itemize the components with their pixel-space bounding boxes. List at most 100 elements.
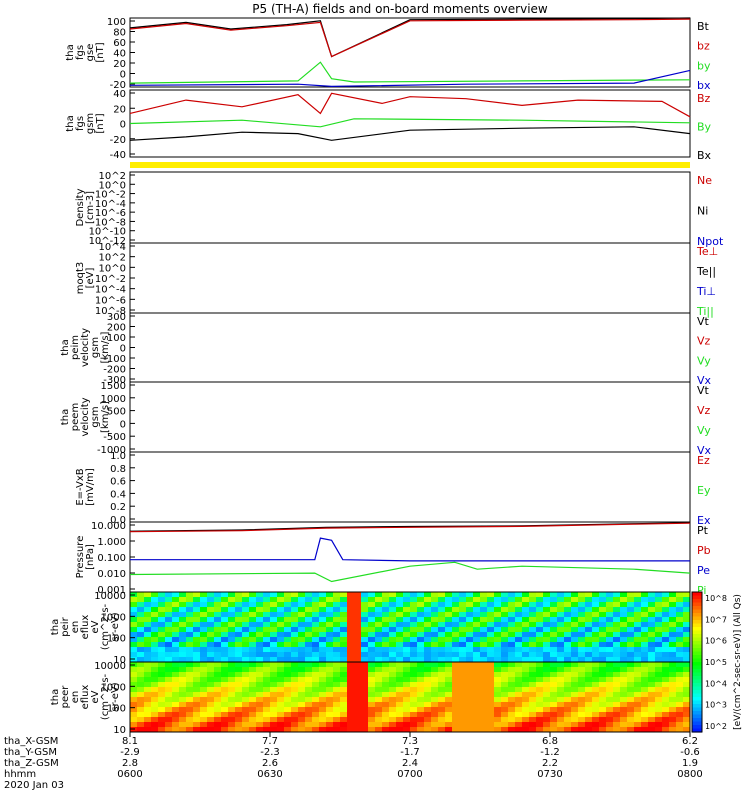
heatmap-cell (263, 712, 271, 718)
heatmap-cell (193, 627, 201, 633)
heatmap-cell (543, 597, 551, 603)
heatmap-cell (606, 622, 614, 628)
heatmap-cell (221, 637, 229, 643)
heatmap-cell (396, 677, 404, 683)
heatmap-cell (347, 667, 355, 673)
heatmap-cell (354, 632, 362, 638)
heatmap-cell (550, 712, 558, 718)
heatmap-cell (179, 637, 187, 643)
heatmap-cell (214, 622, 222, 628)
heatmap-cell (417, 627, 425, 633)
heatmap-cell (368, 677, 376, 683)
heatmap-cell (606, 667, 614, 673)
heatmap-cell (522, 612, 530, 618)
heatmap-cell (676, 592, 684, 598)
footer-value: 0600 (117, 769, 142, 780)
heatmap-cell (662, 677, 670, 683)
heatmap-cell (305, 717, 313, 723)
heatmap-cell (403, 632, 411, 638)
panel-6: 3002001000-100-200-300tha peim velocity gsm… (60, 312, 712, 387)
heatmap-cell (620, 642, 628, 648)
heatmap-cell (522, 647, 530, 653)
colorbar-tick-label: 10^4 (705, 679, 727, 688)
heatmap-cell (466, 592, 474, 598)
heatmap-cell (382, 637, 390, 643)
heatmap-cell (487, 662, 495, 668)
heatmap-cell (662, 607, 670, 613)
heatmap-cell (179, 667, 187, 673)
heatmap-cell (655, 702, 663, 708)
heatmap-cell (172, 652, 180, 658)
legend-Vt: Vt (697, 384, 710, 397)
heatmap-cell (501, 607, 509, 613)
heatmap-cell (431, 632, 439, 638)
heatmap-cell (424, 632, 432, 638)
heatmap-cell (620, 662, 628, 668)
heatmap-cell (354, 722, 362, 728)
heatmap-cell (662, 692, 670, 698)
heatmap-cell (424, 682, 432, 688)
heatmap-cell (214, 702, 222, 708)
heatmap-cell (375, 687, 383, 693)
heatmap-cell (445, 597, 453, 603)
y-tick-label: 10^0 (99, 263, 126, 274)
heatmap-cell (445, 602, 453, 608)
heatmap-cell (648, 677, 656, 683)
heatmap-cell (431, 647, 439, 653)
heatmap-cell (298, 647, 306, 653)
heatmap-cell (641, 682, 649, 688)
heatmap-cell (242, 622, 250, 628)
heatmap-cell (669, 622, 677, 628)
heatmap-cell (151, 677, 159, 683)
heatmap-cell (613, 697, 621, 703)
heatmap-cell (438, 702, 446, 708)
heatmap-cell (305, 607, 313, 613)
heatmap-cell (165, 602, 173, 608)
heatmap-cell (256, 617, 264, 623)
heatmap-cell (326, 712, 334, 718)
heatmap-cell (536, 647, 544, 653)
heatmap-cell (326, 652, 334, 658)
heatmap-cell (186, 707, 194, 713)
colorbar-cell (692, 613, 702, 617)
heatmap-cell (494, 637, 502, 643)
heatmap-cell (445, 672, 453, 678)
heatmap-cell (263, 687, 271, 693)
heatmap-cell (284, 612, 292, 618)
heatmap-cell (249, 722, 257, 728)
heatmap-cell (501, 682, 509, 688)
heatmap-cell (578, 687, 586, 693)
heatmap-cell (389, 607, 397, 613)
heatmap-cell (354, 617, 362, 623)
heatmap-cell (655, 627, 663, 633)
heatmap-cell (613, 627, 621, 633)
heatmap-cell (487, 642, 495, 648)
heatmap-cell (270, 702, 278, 708)
heatmap-cell (298, 637, 306, 643)
heatmap-cell (508, 722, 516, 728)
heatmap-cell (627, 667, 635, 673)
heatmap-cell (368, 662, 376, 668)
heatmap-cell (193, 647, 201, 653)
heatmap-cell (620, 677, 628, 683)
heatmap-cell (592, 667, 600, 673)
footer-value: 0630 (257, 769, 282, 780)
heatmap-cell (242, 617, 250, 623)
heatmap-cell (200, 622, 208, 628)
heatmap-cell (130, 687, 138, 693)
heatmap-cell (242, 597, 250, 603)
heatmap-cell (389, 717, 397, 723)
heatmap-cell (284, 602, 292, 608)
heatmap-cell (648, 697, 656, 703)
heatmap-cell (473, 632, 481, 638)
heatmap-cell (130, 597, 138, 603)
heatmap-cell (557, 697, 565, 703)
heatmap-cell (319, 697, 327, 703)
heatmap-cell (396, 702, 404, 708)
heatmap-cell (536, 682, 544, 688)
heatmap-cell (179, 622, 187, 628)
heatmap-cell (347, 672, 355, 678)
heatmap-cell (347, 712, 355, 718)
heatmap-cell (634, 597, 642, 603)
heatmap-cell (172, 682, 180, 688)
